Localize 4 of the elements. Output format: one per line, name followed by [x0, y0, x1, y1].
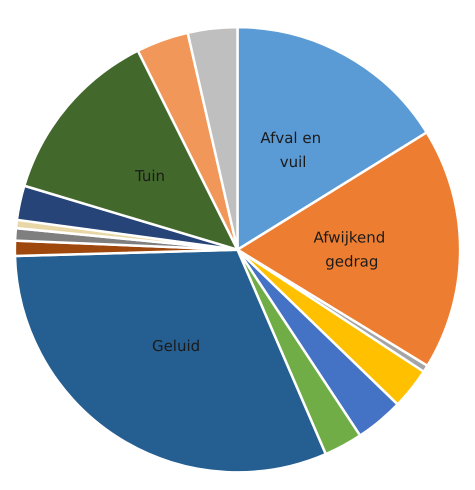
- slice-label: Afval en vuil: [260, 128, 326, 171]
- slice-label: Tuin: [134, 167, 166, 186]
- slice-label: Geluid: [152, 337, 200, 356]
- slice-label: Afwijkend gedrag: [314, 228, 390, 270]
